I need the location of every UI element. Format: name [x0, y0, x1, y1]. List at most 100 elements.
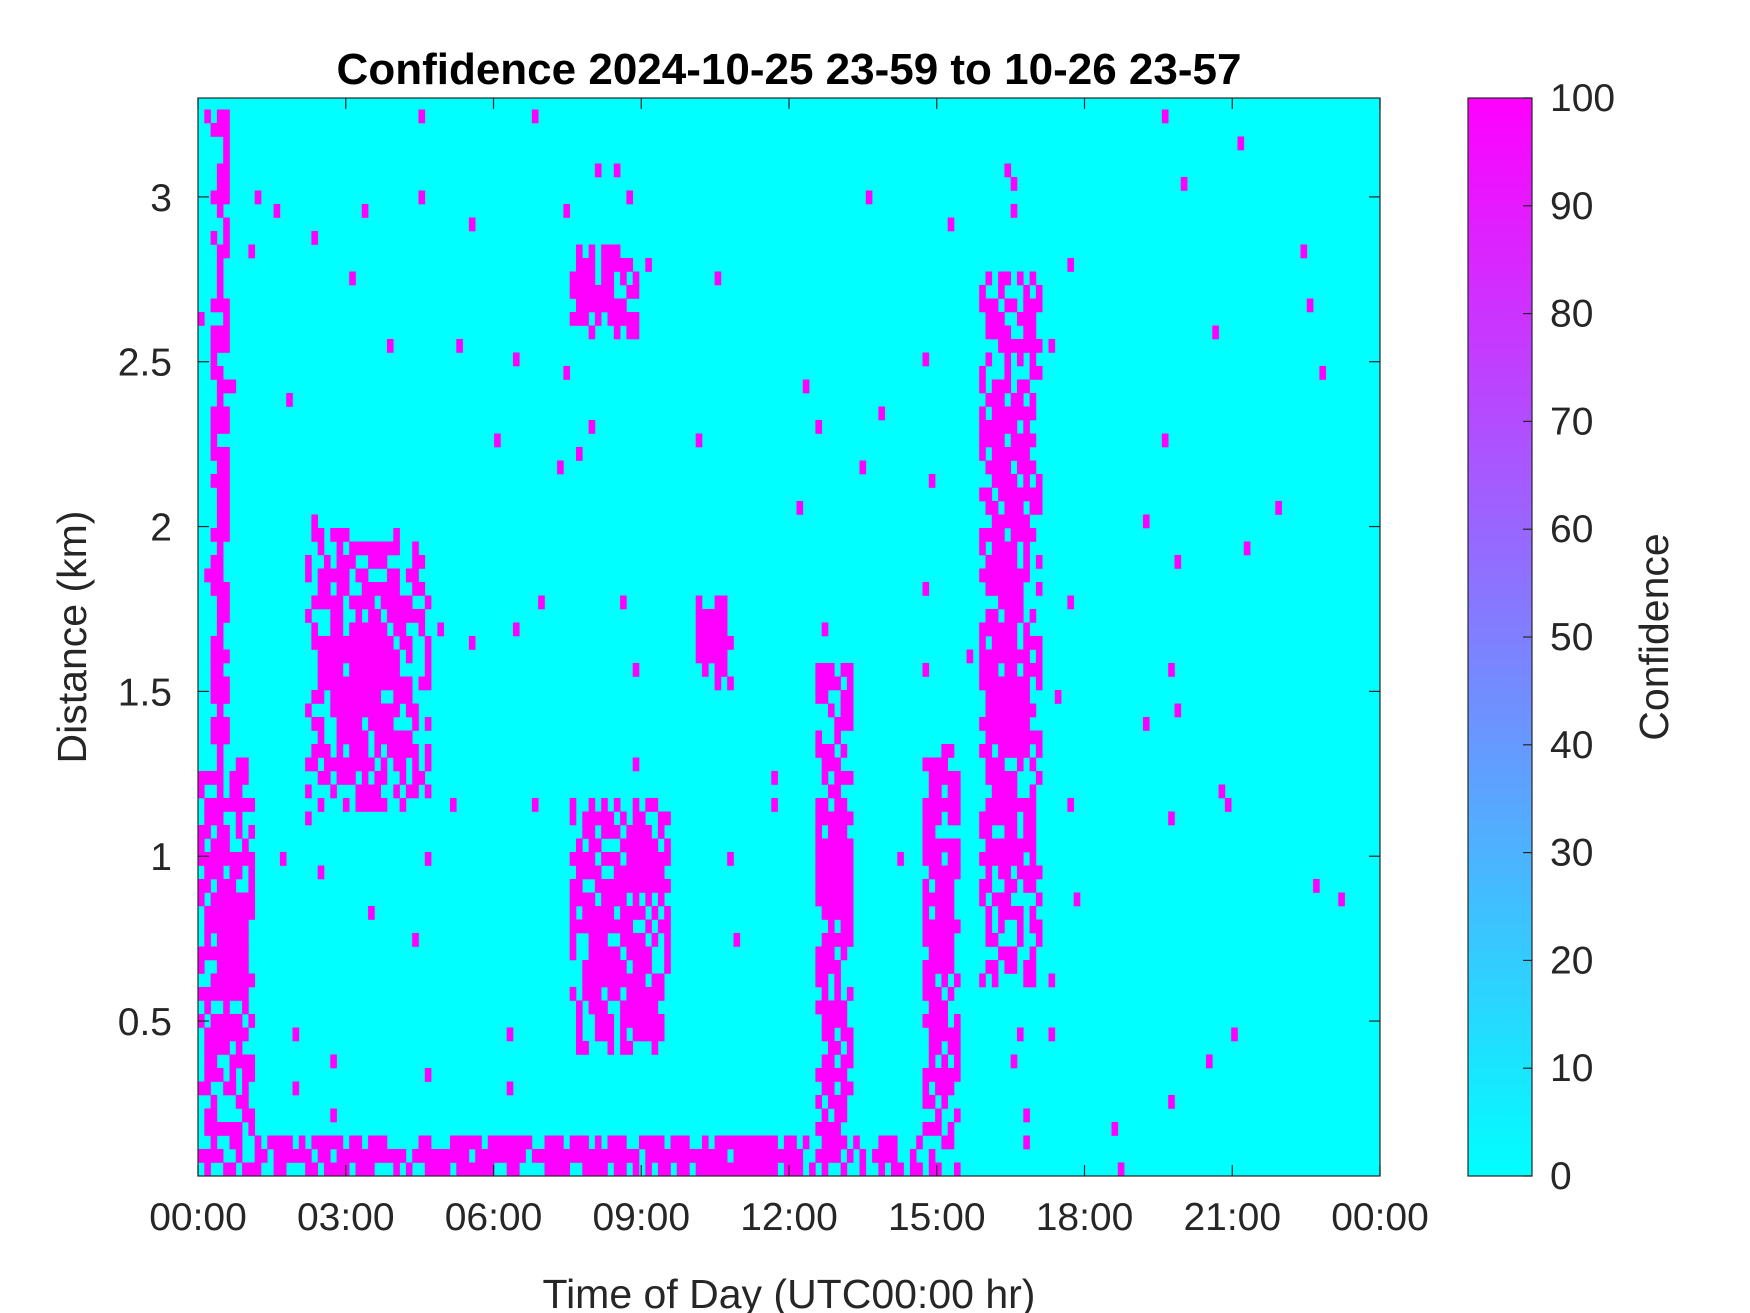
- heatmap-cell: [223, 1027, 230, 1042]
- heatmap-cell: [720, 595, 728, 610]
- heatmap-cell: [204, 1000, 211, 1015]
- heatmap-cell: [324, 757, 331, 772]
- heatmap-cell: [229, 1027, 237, 1042]
- heatmap-cell: [840, 703, 848, 718]
- heatmap-cell: [613, 163, 621, 178]
- heatmap-cell: [368, 690, 375, 704]
- heatmap-cell: [374, 784, 381, 799]
- heatmap-cell: [519, 1135, 526, 1150]
- heatmap-cell: [374, 730, 381, 745]
- heatmap-cell: [947, 784, 955, 799]
- heatmap-cell: [204, 1054, 211, 1069]
- heatmap-cell: [601, 798, 608, 812]
- heatmap-cell: [639, 973, 646, 988]
- heatmap-cell: [223, 1014, 230, 1028]
- heatmap-cell: [216, 501, 224, 515]
- heatmap-cell: [1004, 609, 1011, 623]
- heatmap-cell: [210, 946, 218, 961]
- heatmap-cell: [928, 838, 936, 853]
- heatmap-cell: [248, 1054, 255, 1069]
- heatmap-cell: [235, 865, 243, 880]
- heatmap-cell: [607, 271, 615, 286]
- heatmap-cell: [632, 1149, 640, 1163]
- heatmap-cell: [405, 609, 413, 623]
- heatmap-cell: [998, 514, 1005, 529]
- heatmap-cell: [594, 960, 602, 974]
- heatmap-cell: [424, 757, 432, 772]
- heatmap-cell: [1017, 487, 1024, 502]
- heatmap-cell: [601, 1014, 608, 1028]
- heatmap-cell: [771, 1162, 778, 1176]
- heatmap-cell: [991, 312, 999, 326]
- heatmap-cell: [821, 798, 829, 812]
- heatmap-cell: [481, 1162, 489, 1176]
- heatmap-cell: [216, 811, 224, 826]
- heatmap-cell: [582, 1041, 589, 1055]
- heatmap-cell: [758, 1149, 766, 1163]
- heatmap-cell: [223, 595, 230, 610]
- heatmap-cell: [601, 1027, 608, 1042]
- heatmap-cell: [399, 1149, 407, 1163]
- heatmap-cell: [424, 1068, 432, 1082]
- heatmap-cell: [815, 1000, 822, 1015]
- heatmap-cell: [689, 1149, 696, 1163]
- heatmap-cell: [1017, 906, 1024, 920]
- heatmap-cell: [639, 838, 646, 853]
- heatmap-cell: [210, 231, 218, 245]
- heatmap-cell: [1017, 352, 1024, 367]
- heatmap-cell: [947, 946, 955, 961]
- heatmap-cell: [928, 798, 936, 812]
- heatmap-cell: [1035, 933, 1043, 947]
- heatmap-cell: [1023, 879, 1030, 893]
- heatmap-cell: [1004, 541, 1011, 556]
- heatmap-cell: [223, 339, 230, 353]
- heatmap-cell: [985, 271, 993, 286]
- heatmap-cell: [620, 1014, 627, 1028]
- y-tick-label: 2: [150, 507, 172, 550]
- heatmap-cell: [708, 609, 715, 623]
- heatmap-cell: [361, 784, 369, 799]
- heatmap-cell: [632, 906, 640, 920]
- heatmap-cell: [210, 1054, 218, 1069]
- heatmap-cell: [368, 757, 375, 772]
- heatmap-cell: [210, 865, 218, 880]
- heatmap-cell: [1029, 339, 1037, 353]
- heatmap-cell: [1004, 487, 1011, 502]
- heatmap-cell: [1017, 393, 1024, 407]
- heatmap-cell: [368, 582, 375, 596]
- heatmap-cell: [607, 852, 615, 866]
- heatmap-cell: [991, 325, 999, 340]
- heatmap-cell: [576, 271, 583, 286]
- heatmap-cell: [613, 1149, 621, 1163]
- y-axis-ticks: 0.511.522.53: [118, 177, 1380, 1044]
- heatmap-cell: [1035, 487, 1043, 502]
- heatmap-cell: [1004, 474, 1011, 488]
- heatmap-cell: [311, 744, 318, 758]
- heatmap-cell: [840, 744, 848, 758]
- heatmap-cell: [380, 622, 388, 637]
- heatmap-cell: [991, 690, 999, 704]
- heatmap-cell: [216, 487, 224, 502]
- heatmap-cell: [1035, 892, 1043, 907]
- colorbar: [1467, 97, 1533, 1177]
- heatmap-cell: [941, 1095, 948, 1109]
- heatmap-cell: [626, 325, 633, 340]
- heatmap-cell: [361, 730, 369, 745]
- heatmap-cell: [198, 825, 205, 839]
- heatmap-cell: [311, 514, 318, 529]
- heatmap-cell: [412, 757, 419, 772]
- heatmap-cell: [941, 1027, 948, 1042]
- heatmap-cell: [878, 1149, 885, 1163]
- heatmap-cell: [235, 1054, 243, 1069]
- heatmap-cell: [1023, 447, 1030, 461]
- heatmap-cell: [235, 1041, 243, 1055]
- heatmap-cell: [828, 1068, 835, 1082]
- heatmap-cell: [330, 663, 337, 677]
- heatmap-cell: [569, 1149, 577, 1163]
- heatmap-cell: [985, 312, 993, 326]
- heatmap-cell: [324, 582, 331, 596]
- heatmap-cell: [1029, 312, 1037, 326]
- heatmap-cell: [720, 663, 728, 677]
- heatmap-cell: [708, 636, 715, 650]
- heatmap-cell: [998, 433, 1005, 448]
